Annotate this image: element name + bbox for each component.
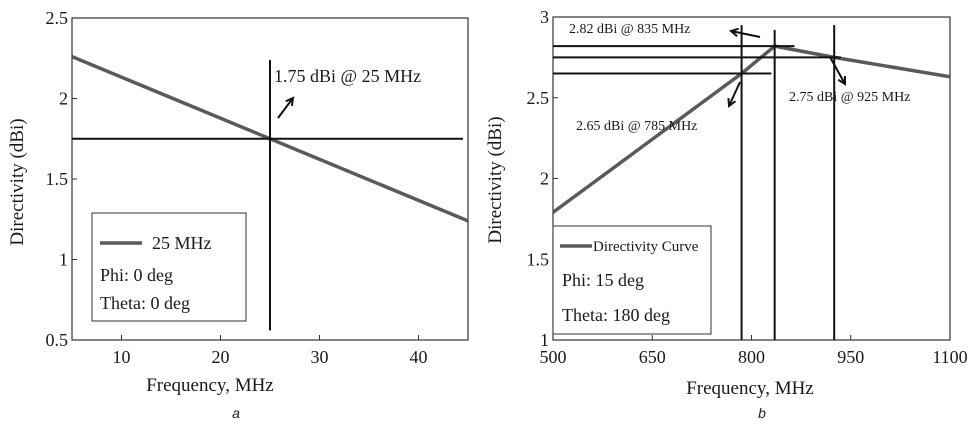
x-tick-label-a-0: 10 [113,347,131,367]
panel-label-a: a [232,405,240,421]
legend-line-phi-b: Phi: 15 deg [562,270,644,290]
legend-series-label-b: Directivity Curve [593,239,699,255]
annotation-arrowhead-b-1 [728,27,739,37]
y-tick-label-b-0: 1 [540,330,549,350]
annotations-b: 2.65 dBi @ 785 MHz 2.82 dBi @ 835 MHz 2.75… [569,22,910,134]
x-tick-label-b-3: 950 [837,347,864,367]
annotation-label-b-1: 2.82 dBi @ 835 MHz [569,22,690,37]
panel-label-b: b [758,405,766,421]
annotation-arrow-b-0 [728,81,741,107]
x-axis-label-a: Frequency, MHz [146,375,274,396]
legend-line-phi-a: Phi: 0 deg [100,265,173,285]
x-tick-label-a-3: 40 [410,347,428,367]
y-axis-label-b: Directivity (dBi) [485,116,506,243]
annotation-arrow-b-1 [730,30,761,38]
legend-line-theta-b: Theta: 180 deg [562,305,670,325]
y-tick-label-b-4: 3 [540,7,549,27]
x-tick-label-b-1: 650 [639,347,666,367]
x-tick-label-b-2: 800 [738,347,765,367]
y-tick-label-a-4: 2.5 [46,8,69,28]
legend-a: 25 MHz Phi: 0 deg Theta: 0 deg [91,212,247,322]
y-tick-label-a-3: 2 [59,89,68,109]
y-axis-ticks-b: 1 1.5 2 2.5 3 [527,7,558,350]
y-tick-label-a-1: 1 [59,250,68,270]
annotation-arrowhead-b-2 [837,75,847,86]
annotation-label-a-0: 1.75 dBi @ 25 MHz [274,66,421,86]
y-tick-label-b-2: 2 [540,169,549,189]
y-tick-label-b-1: 1.5 [527,249,550,269]
y-tick-label-a-2: 1.5 [46,169,69,189]
y-tick-label-a-0: 0.5 [46,330,69,350]
x-tick-label-a-2: 30 [311,347,329,367]
annotation-arrowhead-b-0 [727,97,737,108]
x-axis-ticks-b: 500 650 800 950 1100 [540,335,968,367]
legend-b: Directivity Curve Phi: 15 deg Theta: 180… [552,225,712,335]
y-axis-label-a: Directivity (dBi) [7,118,28,245]
marker-lines-a [72,59,464,331]
marker-lines-b [553,25,841,340]
x-axis-ticks-a: 10 20 30 40 [113,335,428,367]
legend-series-label-a: 25 MHz [152,233,212,253]
chart-panel-b: 500 650 800 950 1100 1 1.5 2 2.5 3 2.65 dBi @ 78… [485,7,968,421]
x-tick-label-b-4: 1100 [932,347,967,367]
annotations-a: 1.75 dBi @ 25 MHz [274,66,421,119]
annotation-arrow-a-0 [277,97,294,119]
x-tick-label-a-1: 20 [212,347,230,367]
annotation-label-b-2: 2.75 dBi @ 925 MHz [789,90,910,105]
x-axis-label-b: Frequency, MHz [686,378,814,399]
chart-panel-a: 10 20 30 40 0.5 1 1.5 2 2.5 1.75 dBi @ 25 MHz 2… [7,8,469,421]
legend-line-theta-a: Theta: 0 deg [100,293,190,313]
annotation-label-b-0: 2.65 dBi @ 785 MHz [576,119,697,134]
annotation-arrowhead-a-0 [285,96,295,107]
y-axis-ticks-a: 0.5 1 1.5 2 2.5 [46,8,77,350]
x-tick-label-b-0: 500 [540,347,567,367]
annotation-arrow-b-2 [829,56,846,85]
y-tick-label-b-3: 2.5 [527,88,550,108]
